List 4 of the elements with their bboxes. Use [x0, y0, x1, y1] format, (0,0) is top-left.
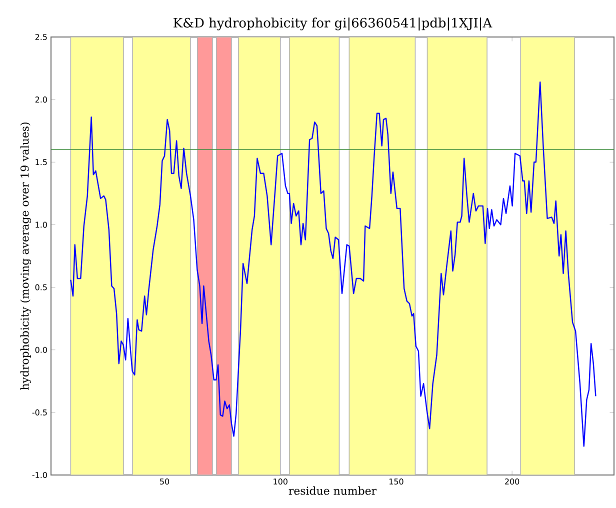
chart-title: K&D hydrophobicity for gi|66360541|pdb|1XJI|A [174, 18, 492, 30]
x-axis-title: residue number [288, 486, 377, 495]
y-axis-title: hydrophobicity (moving average over 19 values) [20, 122, 32, 390]
line-series [70, 81, 596, 447]
